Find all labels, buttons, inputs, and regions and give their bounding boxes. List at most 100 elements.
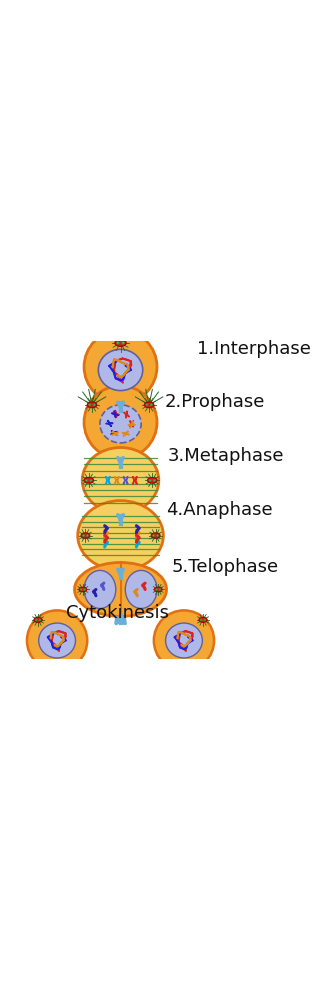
Ellipse shape bbox=[98, 349, 143, 391]
Polygon shape bbox=[123, 434, 126, 436]
Ellipse shape bbox=[144, 402, 154, 408]
Circle shape bbox=[93, 404, 95, 406]
Polygon shape bbox=[132, 424, 135, 425]
Circle shape bbox=[80, 589, 82, 590]
Polygon shape bbox=[136, 480, 137, 484]
Ellipse shape bbox=[81, 533, 90, 538]
Polygon shape bbox=[132, 480, 134, 484]
Ellipse shape bbox=[87, 402, 97, 408]
Ellipse shape bbox=[114, 413, 116, 415]
Circle shape bbox=[117, 342, 119, 344]
Polygon shape bbox=[126, 415, 127, 418]
Polygon shape bbox=[128, 424, 131, 425]
Ellipse shape bbox=[125, 433, 127, 434]
Text: 3.Metaphase: 3.Metaphase bbox=[168, 447, 285, 465]
Circle shape bbox=[149, 479, 151, 481]
Circle shape bbox=[146, 404, 148, 406]
Polygon shape bbox=[126, 431, 128, 433]
Polygon shape bbox=[109, 476, 110, 480]
Polygon shape bbox=[114, 434, 117, 435]
Ellipse shape bbox=[84, 570, 116, 608]
Text: 2.Prophase: 2.Prophase bbox=[165, 393, 265, 411]
Polygon shape bbox=[115, 414, 119, 415]
Ellipse shape bbox=[134, 479, 136, 481]
Polygon shape bbox=[111, 413, 115, 415]
Ellipse shape bbox=[39, 623, 76, 658]
Ellipse shape bbox=[115, 340, 126, 346]
Ellipse shape bbox=[125, 479, 127, 481]
Circle shape bbox=[159, 589, 161, 590]
Ellipse shape bbox=[109, 423, 110, 424]
Circle shape bbox=[150, 404, 152, 406]
Text: 5.Telophase: 5.Telophase bbox=[171, 558, 278, 576]
Circle shape bbox=[156, 589, 158, 590]
Circle shape bbox=[27, 610, 87, 671]
Ellipse shape bbox=[166, 623, 202, 658]
Polygon shape bbox=[116, 413, 120, 415]
Polygon shape bbox=[114, 411, 115, 414]
Polygon shape bbox=[115, 410, 116, 413]
Circle shape bbox=[157, 535, 159, 537]
Polygon shape bbox=[116, 414, 117, 417]
Ellipse shape bbox=[82, 448, 159, 513]
Circle shape bbox=[87, 535, 88, 537]
Ellipse shape bbox=[34, 617, 42, 622]
Polygon shape bbox=[109, 424, 111, 427]
Ellipse shape bbox=[78, 501, 164, 570]
Circle shape bbox=[153, 535, 155, 537]
Circle shape bbox=[84, 386, 157, 459]
Ellipse shape bbox=[113, 432, 115, 434]
Ellipse shape bbox=[114, 433, 116, 434]
Polygon shape bbox=[127, 414, 130, 417]
Polygon shape bbox=[115, 432, 119, 433]
Polygon shape bbox=[108, 420, 110, 423]
Polygon shape bbox=[136, 476, 137, 480]
Text: 1.Interphase: 1.Interphase bbox=[197, 340, 311, 358]
Ellipse shape bbox=[148, 477, 157, 483]
Polygon shape bbox=[115, 415, 116, 418]
Ellipse shape bbox=[115, 413, 117, 415]
Circle shape bbox=[90, 479, 92, 481]
Circle shape bbox=[86, 479, 88, 481]
Ellipse shape bbox=[100, 405, 141, 443]
Polygon shape bbox=[130, 424, 131, 427]
Polygon shape bbox=[130, 421, 131, 424]
Polygon shape bbox=[118, 480, 119, 484]
Ellipse shape bbox=[75, 562, 166, 616]
Polygon shape bbox=[126, 480, 128, 484]
Circle shape bbox=[154, 479, 156, 481]
Polygon shape bbox=[132, 476, 134, 480]
Polygon shape bbox=[109, 480, 110, 484]
Polygon shape bbox=[130, 425, 132, 428]
Ellipse shape bbox=[151, 533, 160, 538]
Polygon shape bbox=[124, 412, 126, 415]
Ellipse shape bbox=[126, 414, 127, 415]
Polygon shape bbox=[115, 434, 118, 436]
Polygon shape bbox=[126, 476, 128, 480]
Polygon shape bbox=[112, 431, 115, 433]
Polygon shape bbox=[132, 421, 134, 424]
Polygon shape bbox=[131, 421, 133, 424]
Circle shape bbox=[204, 619, 206, 621]
Circle shape bbox=[39, 619, 41, 621]
Ellipse shape bbox=[125, 570, 157, 608]
Polygon shape bbox=[112, 412, 116, 414]
Polygon shape bbox=[118, 476, 119, 480]
Circle shape bbox=[83, 535, 84, 537]
Text: Cytokinesis: Cytokinesis bbox=[66, 604, 169, 622]
Polygon shape bbox=[112, 434, 115, 435]
Polygon shape bbox=[114, 480, 116, 484]
Circle shape bbox=[89, 404, 91, 406]
Circle shape bbox=[154, 610, 214, 671]
Polygon shape bbox=[132, 424, 134, 427]
Circle shape bbox=[84, 330, 157, 403]
Polygon shape bbox=[111, 431, 114, 432]
Ellipse shape bbox=[116, 479, 118, 481]
Polygon shape bbox=[114, 476, 116, 480]
Ellipse shape bbox=[199, 617, 207, 622]
Polygon shape bbox=[123, 476, 125, 480]
Ellipse shape bbox=[131, 423, 133, 425]
Polygon shape bbox=[123, 480, 125, 484]
Polygon shape bbox=[106, 480, 107, 484]
Ellipse shape bbox=[131, 424, 133, 426]
